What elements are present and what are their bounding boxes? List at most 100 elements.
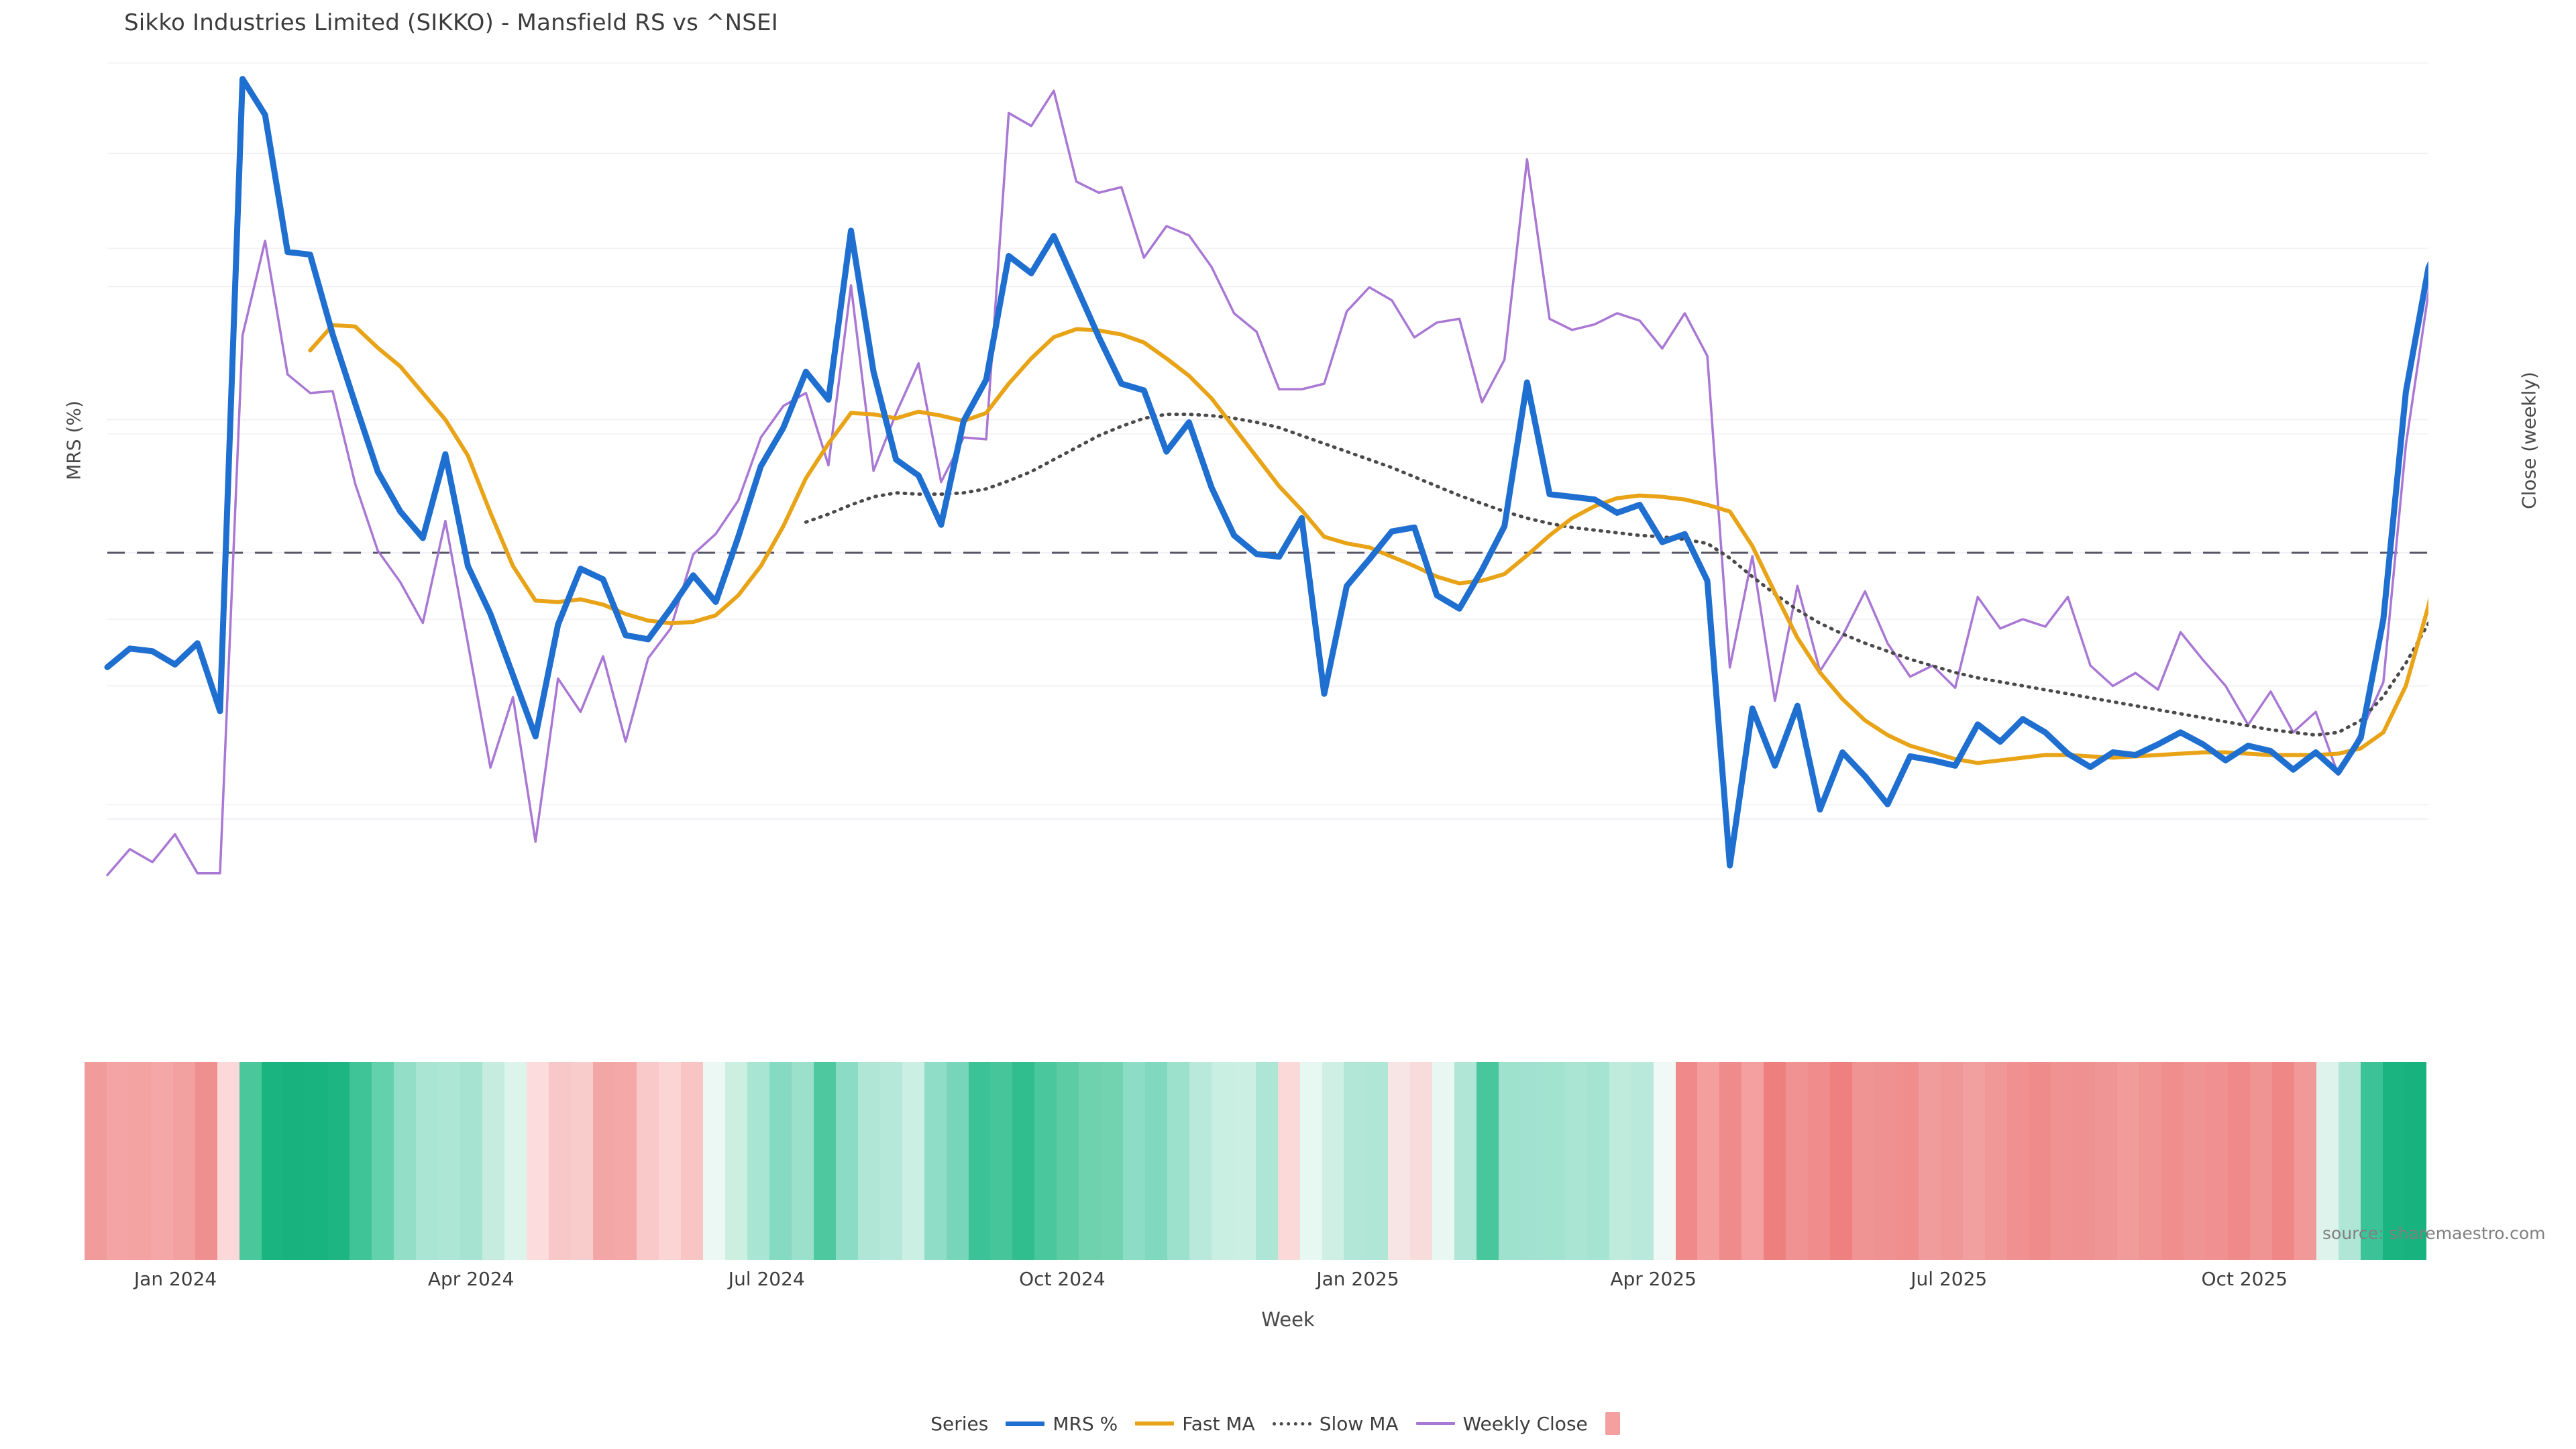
heatmap-cell: [1697, 1062, 1720, 1260]
heatmap-cell: [703, 1062, 726, 1260]
heatmap-cell: [2139, 1062, 2162, 1260]
heatmap-cell: [1896, 1062, 1919, 1260]
heatmap-cell: [438, 1062, 460, 1260]
heatmap-cell: [106, 1062, 129, 1260]
heatmap-cell: [1388, 1062, 1411, 1260]
heatmap-cell: [394, 1062, 417, 1260]
heatmap-cell: [1631, 1062, 1654, 1260]
heatmap-cell: [2316, 1062, 2339, 1260]
heatmap-cell: [2360, 1062, 2383, 1260]
heatmap-cell: [637, 1062, 659, 1260]
heatmap-cell: [350, 1062, 372, 1260]
heatmap-cell: [2095, 1062, 2118, 1260]
legend-item-slow-ma[interactable]: Slow MA: [1272, 1412, 1399, 1435]
y-axis-left-label: MRS (%): [62, 400, 85, 480]
heatmap-cell: [659, 1062, 682, 1260]
heatmap-cell: [968, 1062, 991, 1260]
heatmap-cell: [2184, 1062, 2206, 1260]
heatmap-cell: [835, 1062, 858, 1260]
heatmap-cell: [372, 1062, 394, 1260]
heatmap-cell: [172, 1062, 195, 1260]
heatmap-cell: [1719, 1062, 1742, 1260]
legend-swatch-mrs: [1006, 1421, 1045, 1426]
legend-label-slow-ma: Slow MA: [1319, 1412, 1399, 1435]
heatmap-cell: [946, 1062, 969, 1260]
heatmap-cell: [1057, 1062, 1079, 1260]
heatmap-cell: [1034, 1062, 1057, 1260]
heatmap-cell: [1299, 1062, 1322, 1260]
heatmap-cell: [1542, 1062, 1565, 1260]
heatmap-cell: [1123, 1062, 1145, 1260]
x-axis-tick-label: Jan 2025: [1316, 1268, 1399, 1290]
heatmap-cell: [1587, 1062, 1609, 1260]
heatmap-cell: [1874, 1062, 1896, 1260]
heatmap-cell: [1852, 1062, 1874, 1260]
x-axis-tick-label: Apr 2025: [1610, 1268, 1697, 1290]
heatmap-cell: [1101, 1062, 1124, 1260]
heatmap-cell: [1012, 1062, 1035, 1260]
heatmap-cell: [2271, 1062, 2294, 1260]
heatmap-cell: [857, 1062, 880, 1260]
heatmap-cell: [879, 1062, 902, 1260]
legend-item-heat-swatch[interactable]: [1605, 1412, 1628, 1435]
heatmap-cell: [195, 1062, 217, 1260]
heatmap-cell: [283, 1062, 306, 1260]
heatmap-cell: [902, 1062, 924, 1260]
heatmap-cell: [2117, 1062, 2140, 1260]
heatmap-cell: [792, 1062, 814, 1260]
heatmap-cell: [2029, 1062, 2051, 1260]
heatmap-cell: [1255, 1062, 1278, 1260]
heatmap-cell: [1344, 1062, 1366, 1260]
heatmap-cell: [217, 1062, 239, 1260]
heatmap-cell: [85, 1062, 107, 1260]
legend-item-weekly-close[interactable]: Weekly Close: [1415, 1413, 1588, 1435]
heatmap-cell: [1653, 1062, 1676, 1260]
heatmap-cell: [1277, 1062, 1300, 1260]
heatmap-cell: [2206, 1062, 2228, 1260]
heatmap-cell: [924, 1062, 947, 1260]
legend-swatch-fast-ma: [1135, 1421, 1175, 1426]
heatmap-cell: [614, 1062, 637, 1260]
heatmap-cell: [1454, 1062, 1477, 1260]
heatmap-cell: [1145, 1062, 1167, 1260]
heatmap-cell: [1233, 1062, 1256, 1260]
heatmap-cell: [2161, 1062, 2184, 1260]
heatmap-cell: [769, 1062, 792, 1260]
heatmap-cell: [570, 1062, 593, 1260]
heatmap-cell: [1984, 1062, 2007, 1260]
heatmap-cell: [305, 1062, 328, 1260]
heatmap-cell: [1764, 1062, 1786, 1260]
heatmap-cell: [2338, 1062, 2361, 1260]
x-axis-tick-label: Oct 2024: [1019, 1268, 1106, 1290]
heatmap-cell: [813, 1062, 836, 1260]
heatmap-cell: [128, 1062, 151, 1260]
source-watermark: source: sharemaestro.com: [2322, 1224, 2546, 1243]
heatmap-cell: [681, 1062, 704, 1260]
heatmap-cell: [1211, 1062, 1234, 1260]
heatmap-cell: [327, 1062, 350, 1260]
heatmap-cell: [1940, 1062, 1963, 1260]
heatmap-cell: [1741, 1062, 1764, 1260]
chart-legend: Series MRS % Fast MA Slow MA Weekly Clos…: [0, 1412, 2576, 1435]
heatmap-cell: [1499, 1062, 1521, 1260]
legend-item-fast-ma[interactable]: Fast MA: [1135, 1413, 1255, 1435]
heatmap-cell: [2227, 1062, 2250, 1260]
heatmap-cell: [1167, 1062, 1189, 1260]
heatmap-cell: [482, 1062, 504, 1260]
plot-area: 30.020.010.00.0-10.0-20.0110100908070: [101, 40, 2428, 932]
heatmap-cell: [990, 1062, 1013, 1260]
heatmap-cell: [1786, 1062, 1809, 1260]
legend-item-mrs[interactable]: MRS %: [1006, 1413, 1118, 1435]
heatmap-cell: [1189, 1062, 1212, 1260]
heatmap-cell: [460, 1062, 482, 1260]
legend-title: Series: [930, 1412, 989, 1435]
page-title: Sikko Industries Limited (SIKKO) - Mansf…: [124, 9, 779, 36]
heatmap-cell: [1322, 1062, 1344, 1260]
heatmap-cell: [1808, 1062, 1831, 1260]
heatmap-cell: [1079, 1062, 1102, 1260]
heatmap-cell: [725, 1062, 748, 1260]
heatmap-cell: [150, 1062, 173, 1260]
heatmap-cell: [1962, 1062, 1985, 1260]
heatmap-cell: [2073, 1062, 2096, 1260]
